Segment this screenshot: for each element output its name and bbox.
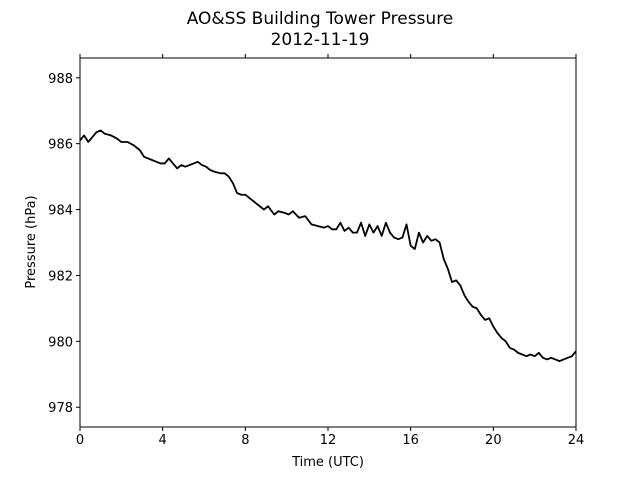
x-axis-ticks: 0 4 8 12 16 20 24 — [76, 54, 584, 448]
y-tick-label: 982 — [48, 269, 73, 284]
y-tick-label: 984 — [48, 204, 73, 219]
x-tick-label: 16 — [402, 433, 419, 448]
pressure-series-line — [79, 129, 577, 363]
x-tick-label: 8 — [241, 433, 249, 448]
y-tick-label: 986 — [48, 138, 73, 153]
x-tick-label: 24 — [568, 433, 585, 448]
y-axis-label: Pressure (hPa) — [24, 195, 39, 288]
x-tick-label: 0 — [76, 433, 84, 448]
chart-subtitle: 2012-11-19 — [271, 30, 370, 50]
y-tick-label: 978 — [48, 401, 73, 416]
chart-title: AO&SS Building Tower Pressure — [187, 9, 454, 29]
plot-frame — [79, 57, 577, 428]
x-tick-label: 12 — [320, 433, 337, 448]
y-tick-label: 988 — [48, 72, 73, 87]
y-tick-label: 980 — [48, 335, 73, 350]
plot-area — [79, 57, 577, 428]
y-axis-ticks: 978 980 982 984 986 988 — [48, 72, 80, 416]
x-axis-label: Time (UTC) — [291, 455, 364, 470]
x-tick-label: 4 — [159, 433, 167, 448]
x-tick-label: 20 — [485, 433, 502, 448]
